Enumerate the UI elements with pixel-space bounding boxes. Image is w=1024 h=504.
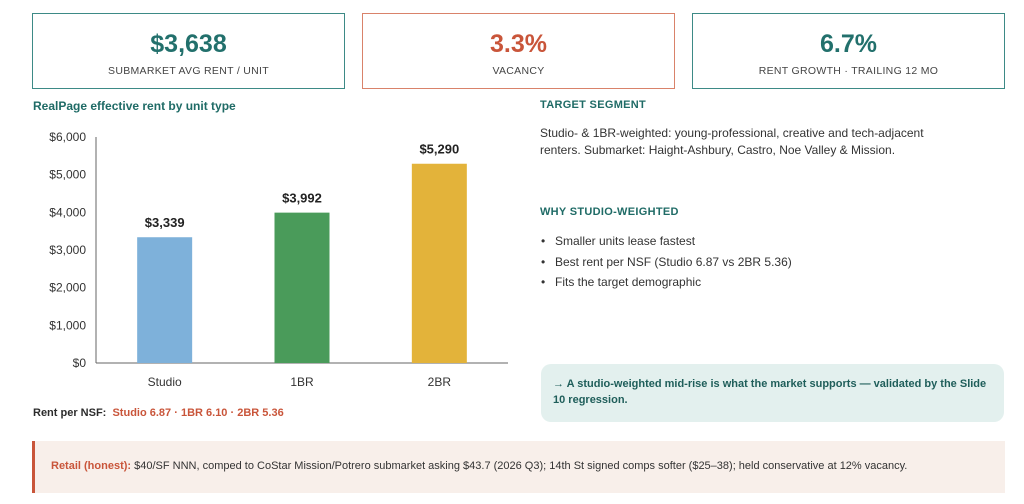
kpi-card-vacancy: 3.3% VACANCY bbox=[362, 13, 675, 89]
y-tick-label: $3,000 bbox=[49, 243, 86, 257]
x-tick-label: 2BR bbox=[428, 375, 452, 389]
kpi-value: 6.7% bbox=[820, 30, 877, 58]
y-tick-label: $4,000 bbox=[49, 205, 86, 219]
nsf-2br: 2BR 5.36 bbox=[237, 407, 284, 419]
y-tick-label: $2,000 bbox=[49, 281, 86, 295]
y-tick-label: $5,000 bbox=[49, 168, 86, 182]
y-tick-label: $6,000 bbox=[49, 130, 86, 144]
kpi-card-avg-rent: $3,638 SUBMARKET AVG RENT / UNIT bbox=[32, 13, 345, 89]
why-studio-list: Smaller units lease fastest Best rent pe… bbox=[541, 231, 792, 293]
nsf-1br: 1BR 6.10 bbox=[180, 407, 228, 419]
conclusion-callout: → A studio-weighted mid-rise is what the… bbox=[541, 364, 1004, 422]
bar-2br bbox=[411, 163, 467, 363]
kpi-label: RENT GROWTH · TRAILING 12 MO bbox=[758, 65, 939, 77]
why-studio-title: WHY STUDIO-WEIGHTED bbox=[540, 206, 679, 218]
nsf-separator: · bbox=[174, 407, 178, 419]
bar-value-label: $3,339 bbox=[145, 215, 185, 230]
rent-bar-chart: $0 $1,000 $2,000 $3,000 $4,000 $5,000 $6,000 $3… bbox=[49, 130, 508, 389]
retail-note-lead: Retail (honest): bbox=[51, 460, 132, 472]
kpi-label: VACANCY bbox=[492, 65, 545, 77]
list-item: Fits the target demographic bbox=[541, 272, 792, 293]
y-tick-label: $1,000 bbox=[49, 318, 86, 332]
kpi-value: 3.3% bbox=[490, 30, 547, 58]
retail-note-text: $40/SF NNN, comped to CoStar Mission/Pot… bbox=[131, 460, 908, 472]
y-tick-label: $0 bbox=[73, 356, 87, 370]
x-tick-label: 1BR bbox=[290, 375, 314, 389]
chart-title: RealPage effective rent by unit type bbox=[33, 99, 236, 113]
list-item: Best rent per NSF (Studio 6.87 vs 2BR 5.… bbox=[541, 252, 792, 273]
bar-value-label: $5,290 bbox=[419, 142, 459, 157]
nsf-separator: · bbox=[230, 407, 235, 419]
target-segment-title: TARGET SEGMENT bbox=[540, 99, 647, 111]
kpi-value: $3,638 bbox=[150, 30, 227, 58]
bar-studio bbox=[137, 237, 193, 363]
kpi-card-rent-growth: 6.7% RENT GROWTH · TRAILING 12 MO bbox=[692, 13, 1005, 89]
x-tick-label: Studio bbox=[148, 375, 182, 389]
retail-note: Retail (honest): $40/SF NNN, comped to C… bbox=[32, 441, 1005, 493]
nsf-label: Rent per NSF: bbox=[33, 407, 107, 419]
list-item: Smaller units lease fastest bbox=[541, 231, 792, 252]
target-segment-body: Studio- & 1BR-weighted: young-profession… bbox=[540, 126, 924, 157]
rent-per-nsf-line: Rent per NSF: Studio 6.87 · 1BR 6.10 · 2… bbox=[33, 407, 284, 419]
bar-1br bbox=[274, 212, 330, 363]
kpi-label: SUBMARKET AVG RENT / UNIT bbox=[108, 65, 269, 77]
nsf-studio: Studio 6.87 bbox=[112, 407, 172, 419]
bar-value-label: $3,992 bbox=[282, 191, 322, 206]
